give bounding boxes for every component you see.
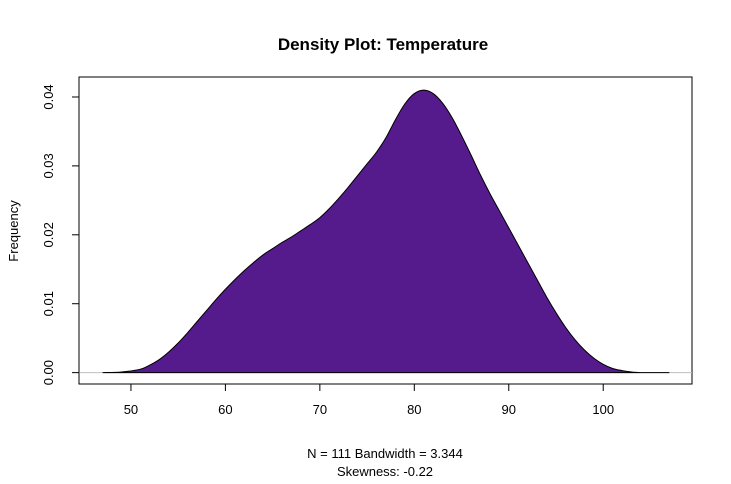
y-tick-label: 0.04 [41, 84, 56, 109]
y-tick-label: 0.02 [41, 222, 56, 247]
x-tick-label: 60 [218, 402, 232, 417]
y-tick-label: 0.01 [41, 291, 56, 316]
x-tick-label: 90 [502, 402, 516, 417]
x-axis-label: N = 111 Bandwidth = 3.344 [307, 446, 463, 461]
x-tick-label: 80 [407, 402, 421, 417]
x-axis: 50 60 70 80 90 100 [124, 383, 614, 417]
y-tick-label: 0.03 [41, 153, 56, 178]
x-tick-label: 70 [313, 402, 327, 417]
x-tick-label: 100 [592, 402, 614, 417]
chart-title: Density Plot: Temperature [278, 35, 488, 54]
y-axis-label: Frequency [6, 200, 21, 262]
skewness-label: Skewness: -0.22 [337, 464, 433, 479]
y-tick-label: 0.00 [41, 360, 56, 385]
y-axis: 0.00 0.01 0.02 0.03 0.04 [41, 84, 80, 385]
x-tick-label: 50 [124, 402, 138, 417]
density-area [102, 89, 670, 374]
